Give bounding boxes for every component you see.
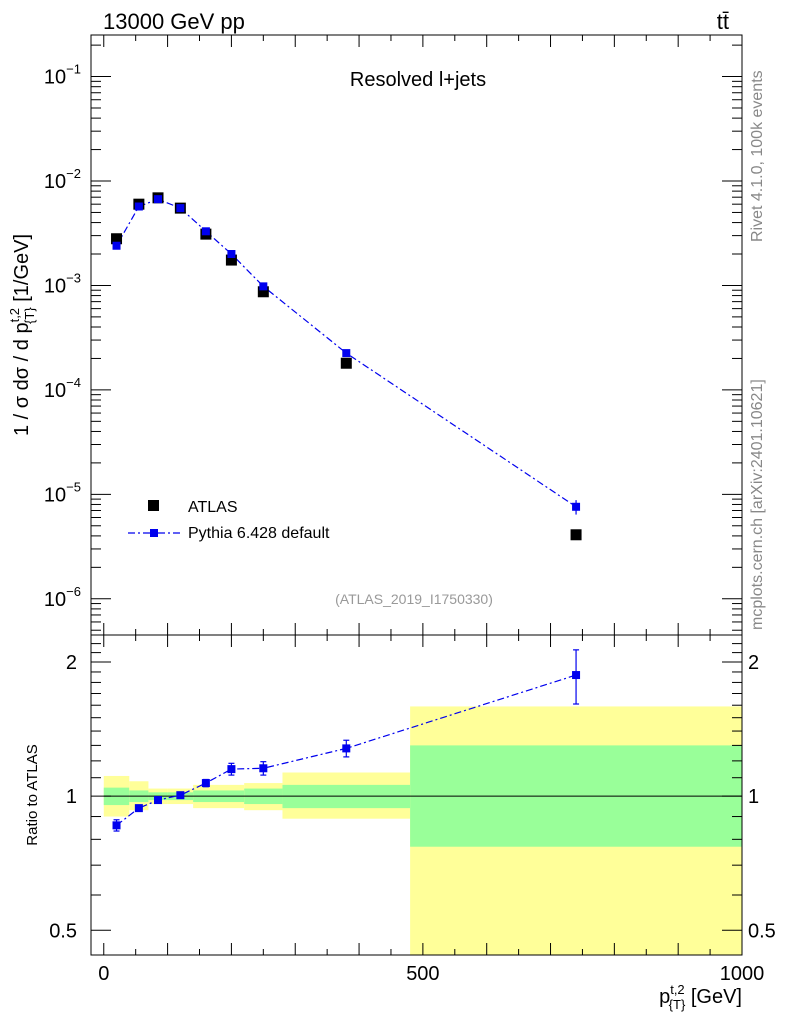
pythia-ratio-point: [342, 744, 351, 753]
pythia-data-point: [342, 349, 351, 358]
x-tick-label: 0: [98, 963, 109, 985]
pythia-ratio-point: [201, 779, 210, 788]
ratio-y-axis-label: Ratio to ATLAS: [24, 744, 41, 845]
energy-label: 13000 GeV pp: [103, 9, 245, 34]
legend: ATLAS Pythia 6.428 default: [128, 499, 330, 542]
atlas-data-point: [340, 357, 352, 369]
x-tick-label: 1000: [720, 963, 765, 985]
rivet-label: Rivet 4.1.0, 100k events: [749, 70, 766, 242]
ratio-uncertainty-bands: [103, 706, 742, 955]
x-axis-label: pt,2 {T} [GeV]: [659, 982, 742, 1012]
ratio-y-tick-label-right: 1: [748, 786, 759, 808]
main-plot: 10−6 10−5 10−4 10−3 10−2 10−1 Resolved l+jets…: [7, 34, 743, 636]
ratio-x-ticks: 0 500 1000: [98, 635, 764, 985]
main-y-tick-label: 10−5: [44, 479, 81, 506]
atlas-data-point: [570, 529, 582, 541]
atlas-data-point: [225, 254, 237, 266]
atlas-data-point: [257, 286, 269, 298]
legend-pythia-label: Pythia 6.428 default: [188, 525, 330, 542]
main-x-ticks: [103, 35, 743, 635]
main-y-axis-label: 1 / σ dσ / d pt,2{T} [1/GeV]: [7, 234, 37, 436]
pythia-ratio-points: [112, 649, 581, 832]
atlas-main-points: [111, 192, 582, 541]
pythia-data-point: [176, 204, 185, 213]
ratio-plot-frame: [90, 634, 743, 956]
ratio-y-tick-label: 1: [66, 786, 77, 808]
main-y-tick-label: 10−1: [44, 62, 81, 89]
main-y-tick-label: 10−3: [44, 270, 81, 297]
process-label: tt̄: [717, 9, 729, 34]
main-plot-frame: [90, 34, 743, 636]
x-tick-label: 500: [406, 963, 439, 985]
analysis-id-label: (ATLAS_2019_I1750330): [335, 591, 493, 607]
pythia-data-point: [201, 227, 210, 236]
mcplots-label: mcplots.cern.ch [arXiv:2401.10621]: [749, 379, 766, 630]
main-chart-title: Resolved l+jets: [350, 69, 486, 91]
pythia-ratio-point: [227, 765, 236, 774]
pythia-main-points: [112, 195, 581, 515]
ratio-y-tick-label-right: 0.5: [748, 920, 776, 942]
pythia-ratio-point: [154, 796, 163, 805]
atlas-data-point: [111, 233, 123, 245]
pythia-data-point: [572, 502, 581, 511]
ratio-y-ticks: 0.5 0.5 1 1 2 2: [49, 643, 776, 942]
main-y-tick-label: 10−4: [44, 375, 81, 402]
legend-atlas-marker: [148, 500, 159, 511]
ratio-plot: 0.5 0.5 1 1 2 2 0 500 1000 Ratio to ATLAS pt,2{…: [24, 634, 776, 1012]
pythia-data-point: [227, 250, 236, 259]
main-y-tick-label: 10−2: [44, 166, 81, 193]
pythia-ratio-point: [134, 804, 143, 813]
pythia-ratio-point: [112, 821, 121, 830]
pythia-data-point: [134, 202, 143, 211]
ratio-y-tick-label-right: 2: [748, 652, 759, 674]
pythia-ratio-point: [259, 764, 268, 773]
legend-atlas-label: ATLAS: [188, 499, 238, 516]
pythia-data-point: [259, 282, 268, 291]
pythia-data-point: [112, 241, 121, 250]
main-y-ticks: 10−6 10−5 10−4 10−3 10−2 10−1: [44, 44, 742, 631]
pythia-data-point: [154, 195, 163, 204]
main-y-tick-label: 10−6: [44, 584, 81, 611]
ratio-y-tick-label: 2: [66, 652, 77, 674]
pythia-ratio-point: [176, 791, 185, 800]
pythia-ratio-point: [572, 671, 581, 680]
ratio-y-tick-label: 0.5: [49, 920, 77, 942]
legend-pythia-marker: [150, 529, 158, 537]
